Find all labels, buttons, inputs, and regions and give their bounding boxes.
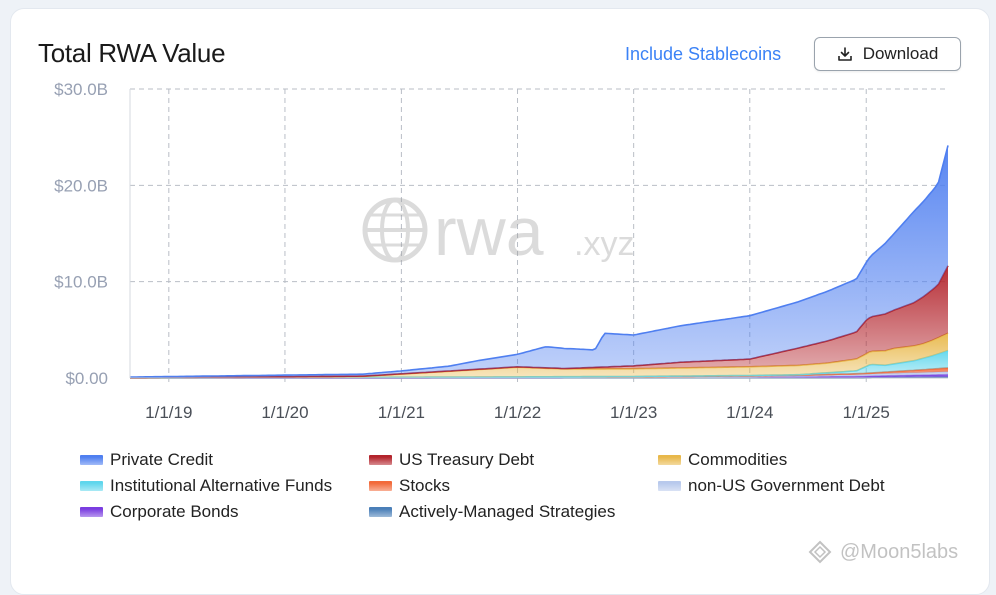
legend-item[interactable]: Commodities: [658, 450, 787, 470]
diamond-logo-icon: [808, 540, 832, 564]
legend-swatch: [80, 455, 103, 465]
credit-text: @Moon5labs: [840, 540, 959, 563]
y-tick-label: $10.0B: [54, 273, 108, 292]
chart-title: Total RWA Value: [38, 38, 226, 68]
x-tick-label: 1/1/22: [494, 403, 541, 422]
legend-swatch: [369, 455, 392, 465]
credit-watermark: @Moon5labs: [808, 540, 958, 564]
area-private-credit: [130, 145, 948, 378]
axes: $0.00 $10.0B $20.0B $30.0B 1/1/19 1/1/20 1/1/2…: [54, 80, 948, 422]
legend-label: Stocks: [399, 476, 451, 495]
y-tick-label: $0.00: [65, 369, 108, 388]
legend: Private Credit US Treasury Debt Commoditie…: [80, 450, 960, 530]
area-commodities: [130, 333, 948, 378]
legend-swatch: [80, 481, 103, 491]
y-tick-label: $20.0B: [54, 176, 108, 195]
legend-item[interactable]: Corporate Bonds: [80, 502, 239, 522]
include-stablecoins-link[interactable]: Include Stablecoins: [625, 44, 782, 64]
legend-label: Institutional Alternative Funds: [110, 476, 333, 495]
download-button[interactable]: Download: [814, 37, 961, 71]
legend-label: Corporate Bonds: [110, 502, 239, 521]
watermark: rwa .xyz: [362, 194, 634, 270]
x-tick-label: 1/1/20: [261, 403, 308, 422]
x-tick-label: 1/1/23: [610, 403, 657, 422]
y-tick-label: $30.0B: [54, 80, 108, 99]
legend-label: non-US Government Debt: [688, 476, 885, 495]
legend-label: Private Credit: [110, 450, 213, 469]
download-icon: [837, 47, 852, 61]
grid: [130, 88, 948, 384]
legend-item[interactable]: Private Credit: [80, 450, 213, 470]
x-tick-label: 1/1/24: [726, 403, 773, 422]
legend-swatch: [369, 507, 392, 517]
legend-item[interactable]: non-US Government Debt: [658, 476, 885, 496]
rwa-area-chart: rwa .xyz $0.00 $10.0B $20.0B $30.0B 1/1/19 1/…: [54, 80, 949, 422]
legend-swatch: [80, 507, 103, 517]
watermark-suffix: .xyz: [574, 225, 634, 263]
x-tick-label: 1/1/19: [145, 403, 192, 422]
legend-item[interactable]: Actively-Managed Strategies: [369, 502, 615, 522]
legend-swatch: [369, 481, 392, 491]
globe-icon: [362, 197, 428, 263]
x-tick-label: 1/1/25: [843, 403, 890, 422]
line-private-credit: [130, 145, 949, 378]
legend-label: Commodities: [688, 450, 788, 469]
legend-item[interactable]: Stocks: [369, 476, 450, 496]
legend-label: US Treasury Debt: [399, 450, 535, 469]
legend-item[interactable]: Institutional Alternative Funds: [80, 476, 332, 496]
watermark-brand: rwa: [434, 194, 544, 270]
legend-label: Actively-Managed Strategies: [399, 502, 616, 521]
x-tick-label: 1/1/21: [378, 403, 425, 422]
download-label: Download: [862, 44, 939, 63]
legend-item[interactable]: US Treasury Debt: [369, 450, 534, 470]
legend-swatch: [658, 481, 681, 491]
legend-swatch: [658, 455, 681, 465]
